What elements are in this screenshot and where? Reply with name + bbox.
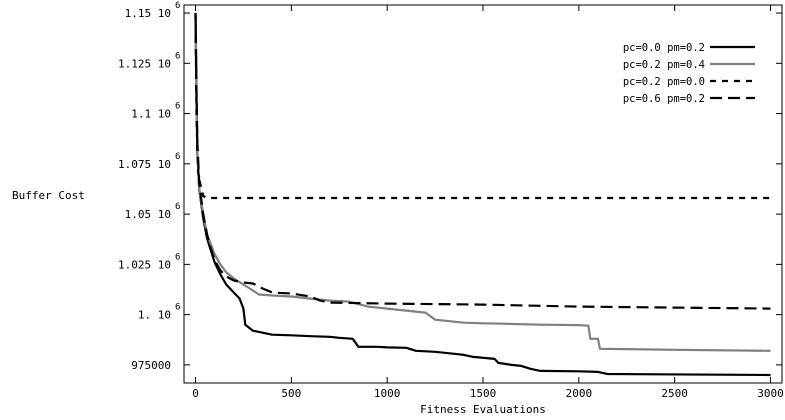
y-tick-label: 1.1 10 xyxy=(131,108,171,121)
x-tick-label: 2000 xyxy=(566,387,593,400)
y-tick-label: 1.15 10 xyxy=(125,7,171,20)
y-tick-exponent: 6 xyxy=(175,51,180,61)
series-line-2 xyxy=(194,12,771,352)
y-tick-exponent: 6 xyxy=(175,202,180,212)
y-tick-label: 1.075 10 xyxy=(118,158,171,171)
x-axis: 0 500 1000 1500 2000 2500 3000 xyxy=(192,5,784,400)
x-tick-label: 1000 xyxy=(374,387,401,400)
legend-label: pc=0.0 pm=0.2 xyxy=(623,42,705,54)
y-tick-exponent: 6 xyxy=(175,252,180,262)
series-line-4 xyxy=(194,12,771,310)
y-tick-exponent: 6 xyxy=(175,303,180,313)
legend-label: pc=0.2 pm=0.0 xyxy=(623,76,705,88)
x-tick-label: 0 xyxy=(192,387,199,400)
y-tick-exponent: 6 xyxy=(175,152,180,162)
y-tick-label: 1.125 10 xyxy=(118,57,171,70)
y-tick-label: 1.05 10 xyxy=(125,208,171,221)
x-axis-title: Fitness Evaluations xyxy=(420,403,546,416)
series-layer xyxy=(194,12,771,377)
legend: pc=0.0 pm=0.2 pc=0.2 pm=0.4 pc=0.2 pm=0.0 p… xyxy=(623,42,755,105)
series-line-1 xyxy=(194,12,771,377)
legend-label: pc=0.6 pm=0.2 xyxy=(623,93,705,105)
x-tick-label: 2500 xyxy=(661,387,688,400)
x-tick-label: 3000 xyxy=(757,387,784,400)
x-tick-label: 500 xyxy=(281,387,301,400)
x-tick-label: 1500 xyxy=(470,387,497,400)
y-tick-label: 1. 10 xyxy=(138,309,171,322)
y-tick-label: 1.025 10 xyxy=(118,258,171,271)
y-tick-label: 975000 xyxy=(131,359,171,372)
y-axis-title: Buffer Cost xyxy=(12,189,85,202)
series-line-3 xyxy=(194,12,771,200)
legend-label: pc=0.2 pm=0.4 xyxy=(623,59,705,71)
y-tick-exponent: 6 xyxy=(175,1,180,11)
y-axis: 975000 1. 10 6 1.025 10 6 1.05 10 6 1.075 10 6 1.… xyxy=(118,1,782,372)
y-tick-exponent: 6 xyxy=(175,102,180,112)
